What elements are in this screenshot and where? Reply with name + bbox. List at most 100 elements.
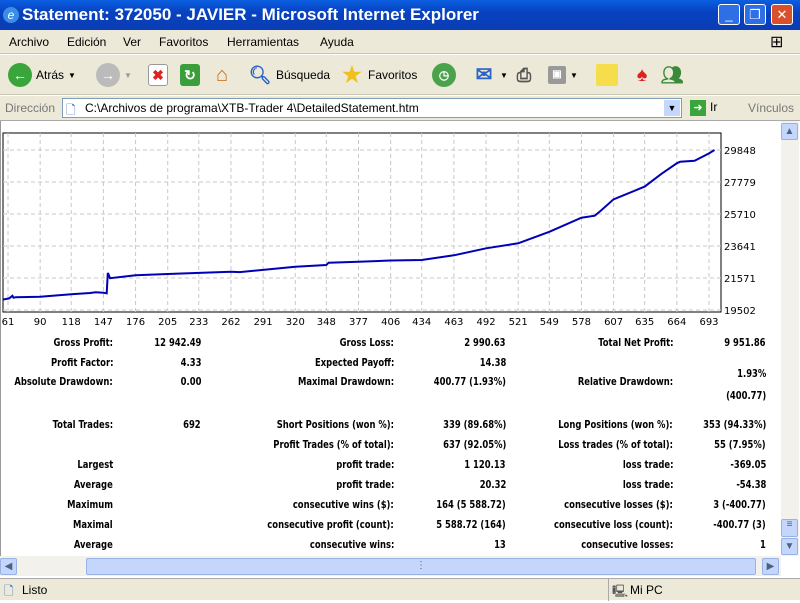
stat-label: Total Trades:: [52, 418, 113, 431]
x-tick-label: 664: [667, 317, 686, 328]
stat-value: 637 (92.05%): [442, 438, 506, 451]
scroll-thumb[interactable]: ≡: [781, 519, 798, 537]
close-button[interactable]: ✕: [771, 4, 793, 25]
links-label[interactable]: Vínculos: [748, 101, 795, 115]
title-bar: Statement: 372050 - JAVIER - Microsoft I…: [0, 0, 800, 30]
stat-value: 692: [183, 418, 201, 431]
refresh-icon: ↻: [180, 64, 200, 86]
go-button[interactable]: ➜ Ir: [690, 100, 717, 116]
x-tick-label: 521: [509, 317, 528, 328]
print-button[interactable]: ⎙: [512, 61, 536, 89]
y-tick-label: 25710: [724, 210, 756, 221]
horizontal-scrollbar[interactable]: ◀ ⋮ ▶: [0, 556, 781, 576]
stat-value: 1.93%: [736, 367, 766, 380]
back-button[interactable]: ← Atrás ▼: [8, 61, 76, 89]
mail-button[interactable]: ✉ ▼: [472, 61, 508, 89]
y-tick-label: 23641: [724, 242, 756, 253]
x-tick-label: 693: [699, 317, 718, 328]
favorites-button[interactable]: ★ Favoritos: [340, 61, 417, 89]
messenger-icon: 👥︎: [660, 65, 684, 85]
scroll-left-button[interactable]: ◀: [0, 558, 17, 575]
menu-ver[interactable]: Ver: [123, 35, 142, 49]
stat-value: 164 (5 588.72): [436, 498, 506, 511]
vertical-scrollbar[interactable]: ▲ ≡ ▼: [781, 121, 799, 556]
edit-icon: ▣: [548, 66, 566, 84]
scroll-down-button[interactable]: ▼: [781, 538, 798, 555]
stat-label: Total Net Profit:: [597, 336, 673, 349]
home-button[interactable]: ⌂: [210, 61, 234, 89]
menu-herramientas[interactable]: Herramientas: [227, 35, 300, 49]
stat-value: 339 (89.68%): [442, 418, 506, 431]
stat-label: Long Positions (won %):: [558, 418, 673, 431]
menu-archivo[interactable]: Archivo: [9, 35, 50, 49]
x-tick-label: 406: [381, 317, 400, 328]
refresh-button[interactable]: ↻: [180, 61, 200, 89]
stat-label: Maximal Drawdown:: [297, 375, 394, 388]
scroll-right-button[interactable]: ▶: [762, 558, 779, 575]
page-status-icon: 🗋: [4, 584, 14, 598]
stat-value: 55 (7.95%): [714, 438, 766, 451]
balance-chart: 61 90 118 147 176 205 233 262 291 320 348 377 406 434…: [2, 132, 756, 328]
star-icon: ★: [342, 62, 362, 87]
stat-label: Average: [74, 478, 113, 491]
plot-frame: [2, 132, 722, 313]
address-dropdown-icon[interactable]: ▼: [664, 100, 680, 116]
stat-value: 1 120.13: [464, 458, 506, 471]
windows-logo-icon: ⊞: [770, 34, 784, 51]
stat-label: consecutive losses ($):: [564, 498, 673, 511]
search-icon: 🔍︎: [248, 65, 272, 85]
print-icon: ⎙: [516, 65, 532, 85]
search-button[interactable]: 🔍︎ Búsqueda: [248, 61, 330, 89]
computer-icon: 🖳: [612, 584, 629, 598]
messenger-button[interactable]: 👥︎: [660, 61, 684, 89]
toolbar: ← Atrás ▼ → ▼ ✖ ↻ ⌂ 🔍︎ Búsqueda ★ Favorito…: [0, 55, 800, 95]
forward-button[interactable]: → ▼: [96, 61, 132, 89]
horizontal-scroll-thumb[interactable]: ⋮: [86, 558, 756, 575]
stat-value: 20.32: [479, 478, 506, 491]
history-button[interactable]: ◷: [432, 61, 456, 89]
stat-value: 4.33: [180, 356, 201, 369]
scroll-up-button[interactable]: ▲: [781, 123, 798, 140]
stat-label: profit trade:: [335, 458, 394, 471]
x-tick-label: 463: [444, 317, 463, 328]
stat-value: 1: [760, 538, 766, 551]
history-icon: ◷: [432, 63, 456, 87]
x-tick-label: 492: [477, 317, 496, 328]
address-bar: Dirección 🗋 C:\Archivos de programa\XTB-…: [0, 96, 800, 121]
menu-ayuda[interactable]: Ayuda: [320, 35, 354, 49]
stop-button[interactable]: ✖: [148, 61, 168, 89]
menu-edicion[interactable]: Edición: [67, 35, 107, 49]
spade-button[interactable]: ♠: [630, 61, 654, 89]
x-tick-label: 205: [158, 317, 177, 328]
stat-value: 400.77 (1.93%): [433, 375, 506, 388]
address-value: C:\Archivos de programa\XTB-Trader 4\Det…: [85, 101, 419, 115]
x-tick-label: 291: [254, 317, 273, 328]
stat-value: 9 951.86: [724, 336, 766, 349]
notes-button[interactable]: [596, 61, 618, 89]
menu-favoritos[interactable]: Favoritos: [159, 35, 209, 49]
stat-label: Absolute Drawdown:: [14, 375, 113, 388]
x-tick-label: 147: [94, 317, 113, 328]
forward-arrow-icon: →: [96, 63, 120, 87]
spade-icon: ♠: [636, 64, 648, 86]
address-label: Dirección: [5, 101, 56, 115]
maximize-button[interactable]: ❐: [744, 4, 766, 25]
page-icon: 🗋: [66, 103, 76, 117]
x-tick-label: 262: [221, 317, 240, 328]
page-content: 61 90 118 147 176 205 233 262 291 320 348 377 406 434…: [0, 121, 781, 556]
search-label: Búsqueda: [276, 68, 331, 82]
back-label: Atrás: [36, 68, 65, 82]
x-tick-label: 118: [62, 317, 81, 328]
edit-button[interactable]: ▣ ▼: [548, 61, 578, 89]
stat-label: loss trade:: [622, 478, 673, 491]
stat-value: 0.00: [180, 375, 201, 388]
minimize-button[interactable]: _: [718, 4, 740, 25]
address-input[interactable]: 🗋 C:\Archivos de programa\XTB-Trader 4\D…: [62, 98, 682, 118]
stat-label: Relative Drawdown:: [577, 375, 673, 388]
x-tick-label: 607: [604, 317, 623, 328]
stat-value: (400.77): [725, 389, 766, 402]
status-bar: 🗋 Listo 🖳 Mi PC: [0, 578, 800, 601]
stat-value: 2 990.63: [464, 336, 506, 349]
ie-icon: e: [3, 7, 19, 23]
home-icon: ⌂: [215, 64, 229, 86]
